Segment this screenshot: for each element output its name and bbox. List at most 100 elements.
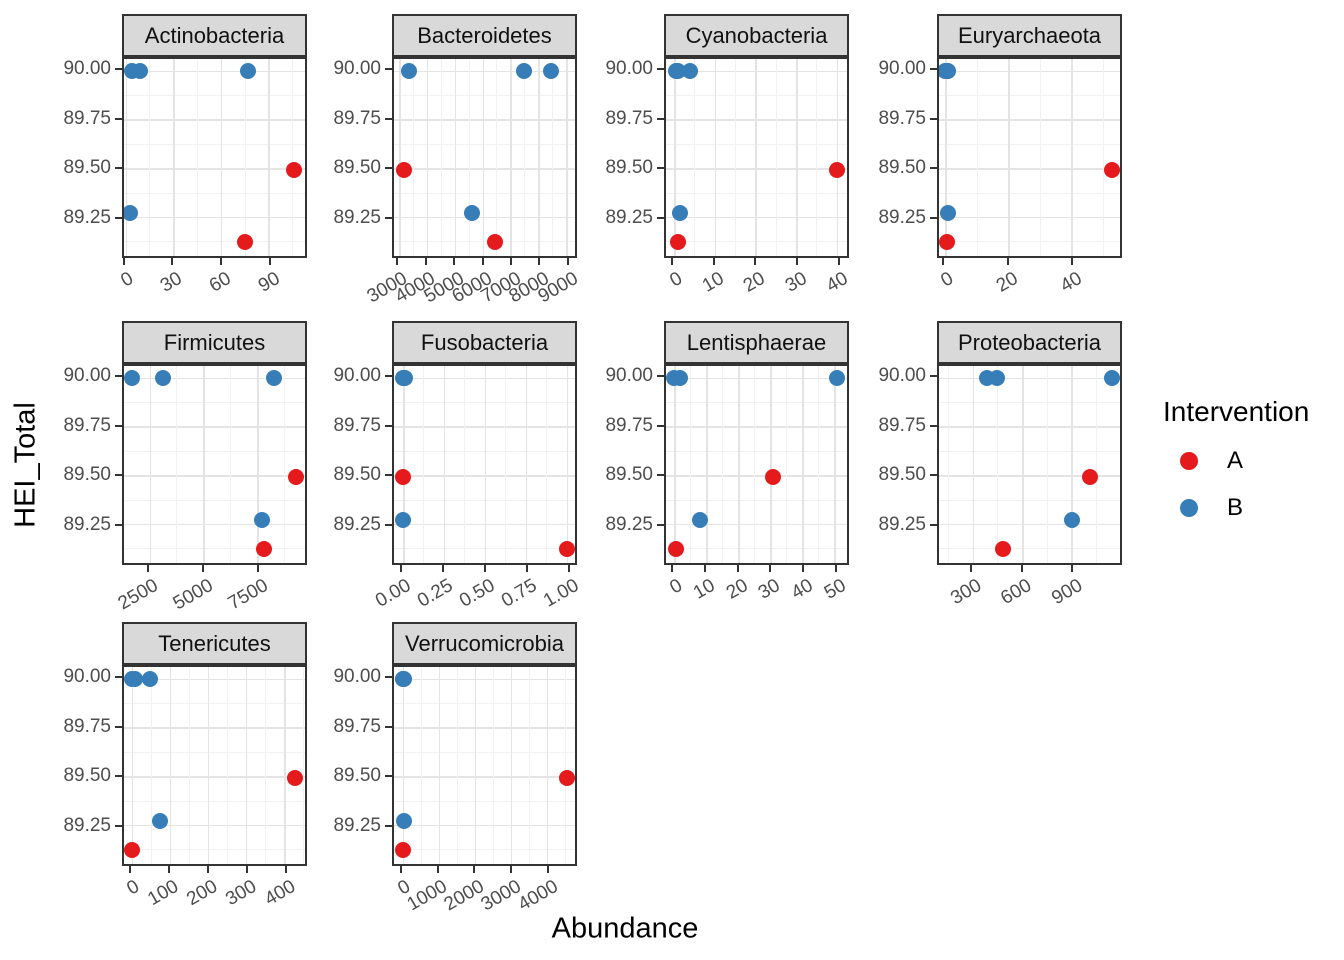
y-tick-mark [930,474,937,477]
gridline-y-major [939,377,1120,380]
y-tick-label: 89.25 [333,514,381,536]
gridline-y-minor [394,751,575,753]
gridline-x-major [714,59,717,256]
y-tick-mark [930,374,937,377]
plot-area [124,366,305,563]
data-point-A [559,770,575,787]
y-tick-label: 90.00 [333,364,381,386]
legend-title: Intervention [1163,396,1310,427]
y-tick-label: 90.00 [63,364,111,386]
x-tick-label: 10 [689,575,719,604]
data-point-B [672,205,689,222]
legend-item-A: A [1180,437,1243,484]
data-point-A [939,234,955,251]
plot-area [939,59,1120,256]
data-point-B [254,512,270,529]
gridline-x-minor [264,667,266,864]
facet-panel [122,57,307,258]
y-tick-mark [657,424,664,427]
y-tick-label: 89.75 [878,107,926,129]
gridline-x-major [169,667,172,864]
data-point-B [395,670,412,687]
x-tick-mark [268,258,271,265]
legend-item-B: B [1180,484,1243,531]
gridline-y-major [394,678,575,681]
x-tick-label: 600 [997,575,1036,610]
x-tick-label: 200 [183,876,222,911]
gridline-y-minor [666,402,847,404]
data-point-A [255,541,272,558]
gridline-x-major [1022,366,1024,563]
x-tick-label: 300 [222,876,261,911]
x-tick-mark [754,258,757,265]
gridline-y-minor [394,450,575,452]
gridline-x-major [566,59,568,256]
gridline-x-minor [694,59,696,256]
x-tick-label: 0 [666,268,686,292]
gridline-x-major [566,366,569,563]
x-tick-mark [566,258,569,265]
gridline-y-major [394,727,575,729]
gridline-y-minor [394,192,575,194]
facet-strip: Tenericutes [122,622,307,665]
y-tick-mark [115,825,122,828]
y-tick-mark [930,524,937,527]
y-tick-label: 89.25 [605,514,653,536]
y-tick-mark [657,524,664,527]
y-tick-label: 89.50 [605,464,653,486]
legend-label: B [1227,493,1244,521]
gridline-y-major [394,70,575,73]
gridline-y-minor [124,751,305,753]
gridline-x-major [474,667,477,864]
y-tick-label: 89.25 [878,514,926,536]
gridline-x-minor [546,366,548,563]
gridline-x-minor [818,366,820,563]
facet-strip: Actinobacteria [122,14,307,57]
gridline-y-minor [939,192,1120,194]
gridline-y-major [394,475,575,477]
data-point-B [396,813,413,830]
gridline-y-major [666,377,847,380]
gridline-y-minor [124,95,305,97]
gridline-y-major [124,727,305,729]
y-tick-label: 89.25 [63,207,111,229]
gridline-x-minor [412,59,414,256]
data-point-B [1103,369,1120,386]
x-tick-mark [546,866,549,873]
x-tick-label: 1.00 [539,575,583,612]
gridline-x-minor [1039,59,1041,256]
data-point-B [940,62,957,79]
gridline-x-minor [303,667,305,864]
data-point-B [131,62,148,79]
gridline-x-major [755,59,757,256]
data-point-A [395,162,412,179]
gridline-y-minor [124,450,305,452]
gridline-y-major [394,523,575,526]
y-tick-mark [115,167,122,170]
data-point-A [486,234,503,251]
x-tick-mark [736,565,739,572]
x-tick-label: 20 [992,268,1022,297]
gridline-y-major [666,426,847,428]
gridline-x-major [220,59,223,256]
x-tick-mark [284,866,287,873]
x-tick-mark [453,258,456,265]
gridline-y-minor [939,450,1120,452]
y-tick-label: 89.25 [333,207,381,229]
data-point-B [400,62,417,79]
gridline-x-minor [496,59,498,256]
x-tick-label: 0 [117,268,138,292]
x-axis-title: Abundance [551,912,699,945]
y-tick-mark [930,117,937,120]
gridline-x-minor [976,59,978,256]
x-tick-label: 4000 [514,876,562,916]
x-tick-mark [509,258,512,265]
y-tick-label: 90.00 [63,57,111,79]
y-tick-mark [385,167,392,170]
gridline-y-major [124,70,305,73]
gridline-x-major [399,59,401,256]
y-tick-label: 89.75 [333,414,381,436]
gridline-y-major [939,119,1120,121]
gridline-x-major [284,667,286,864]
x-tick-label: 0.00 [372,575,415,612]
